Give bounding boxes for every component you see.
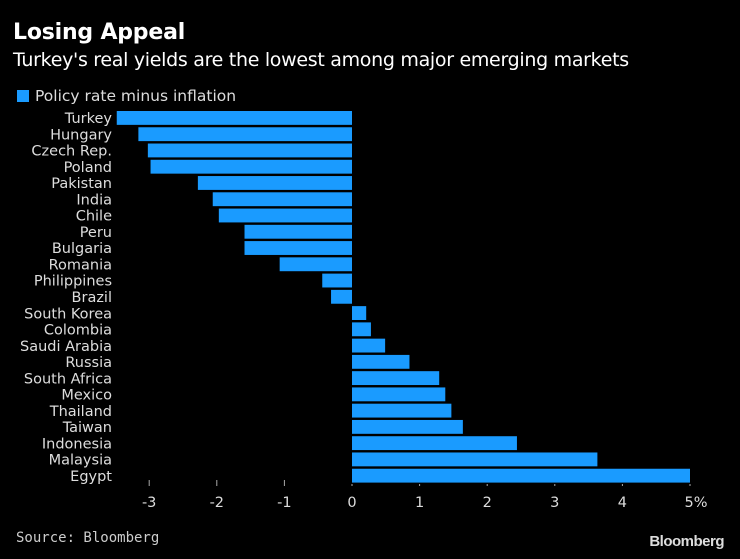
category-label-egypt: Egypt [70,469,112,485]
category-label-taiwan: Taiwan [62,420,112,436]
bar-saudi-arabia [352,338,386,353]
bar-malaysia [352,452,598,467]
category-label-south-korea: South Korea [24,306,112,322]
legend-swatch [17,90,29,102]
x-tick-label: 4 [618,495,627,511]
bar-india [212,192,352,207]
x-tick-label: 1 [415,495,424,511]
category-label-mexico: Mexico [61,388,112,404]
bar-poland [150,159,352,174]
bar-czech-rep [147,143,352,158]
bar-brazil [331,289,352,304]
bar-chile [218,208,352,223]
category-label-czech-rep: Czech Rep. [31,144,112,160]
legend-label: Policy rate minus inflation [35,87,237,105]
bar-peru [244,224,352,239]
bar-pakistan [197,176,352,190]
bar-turkey [116,111,352,125]
source-note: Source: Bloomberg [16,530,160,546]
category-label-malaysia: Malaysia [49,453,112,469]
bar-russia [352,354,410,369]
bloomberg-logo: Bloomberg [649,533,724,550]
bar-colombia [352,322,371,337]
bar-thailand [352,403,452,418]
bar-taiwan [352,419,463,434]
category-label-turkey: Turkey [64,111,113,127]
legend: Policy rate minus inflation [17,87,236,105]
x-tick-label: -2 [210,495,224,511]
category-label-pakistan: Pakistan [51,176,112,192]
bars-group [116,111,690,483]
bar-south-africa [352,371,440,386]
category-label-south-africa: South Africa [24,371,112,387]
bar-egypt [352,468,690,483]
category-label-philippines: Philippines [34,274,112,290]
chart-title: Losing Appeal [13,20,186,45]
x-tick-label: -3 [142,495,156,511]
category-label-romania: Romania [49,257,112,273]
category-label-poland: Poland [64,160,112,176]
x-tick-label: 2 [483,495,492,511]
category-label-saudi-arabia: Saudi Arabia [20,339,112,355]
category-label-russia: Russia [65,355,112,371]
category-label-hungary: Hungary [50,127,112,143]
x-tick-label: 3 [550,495,559,511]
bar-indonesia [352,436,517,451]
category-label-indonesia: Indonesia [42,436,112,452]
bar-philippines [322,273,352,288]
x-axis: -3 -2 -1 0 1 2 3 4 5% [142,480,708,511]
category-label-peru: Peru [80,225,112,241]
bar-bulgaria [244,241,352,255]
category-label-bulgaria: Bulgaria [52,241,112,257]
x-tick-label: -1 [277,495,291,511]
category-label-brazil: Brazil [72,290,112,306]
bar-hungary [138,127,352,142]
category-label-thailand: Thailand [49,404,112,420]
category-label-colombia: Colombia [44,323,112,339]
bar-romania [279,257,352,272]
x-tick-label: 5% [684,495,707,511]
bar-mexico [352,387,446,402]
x-tick-label: 0 [347,495,356,511]
category-label-india: India [76,192,112,208]
chart-subtitle: Turkey's real yields are the lowest amon… [13,49,629,71]
category-label-chile: Chile [76,209,112,225]
bar-south-korea [352,306,367,320]
